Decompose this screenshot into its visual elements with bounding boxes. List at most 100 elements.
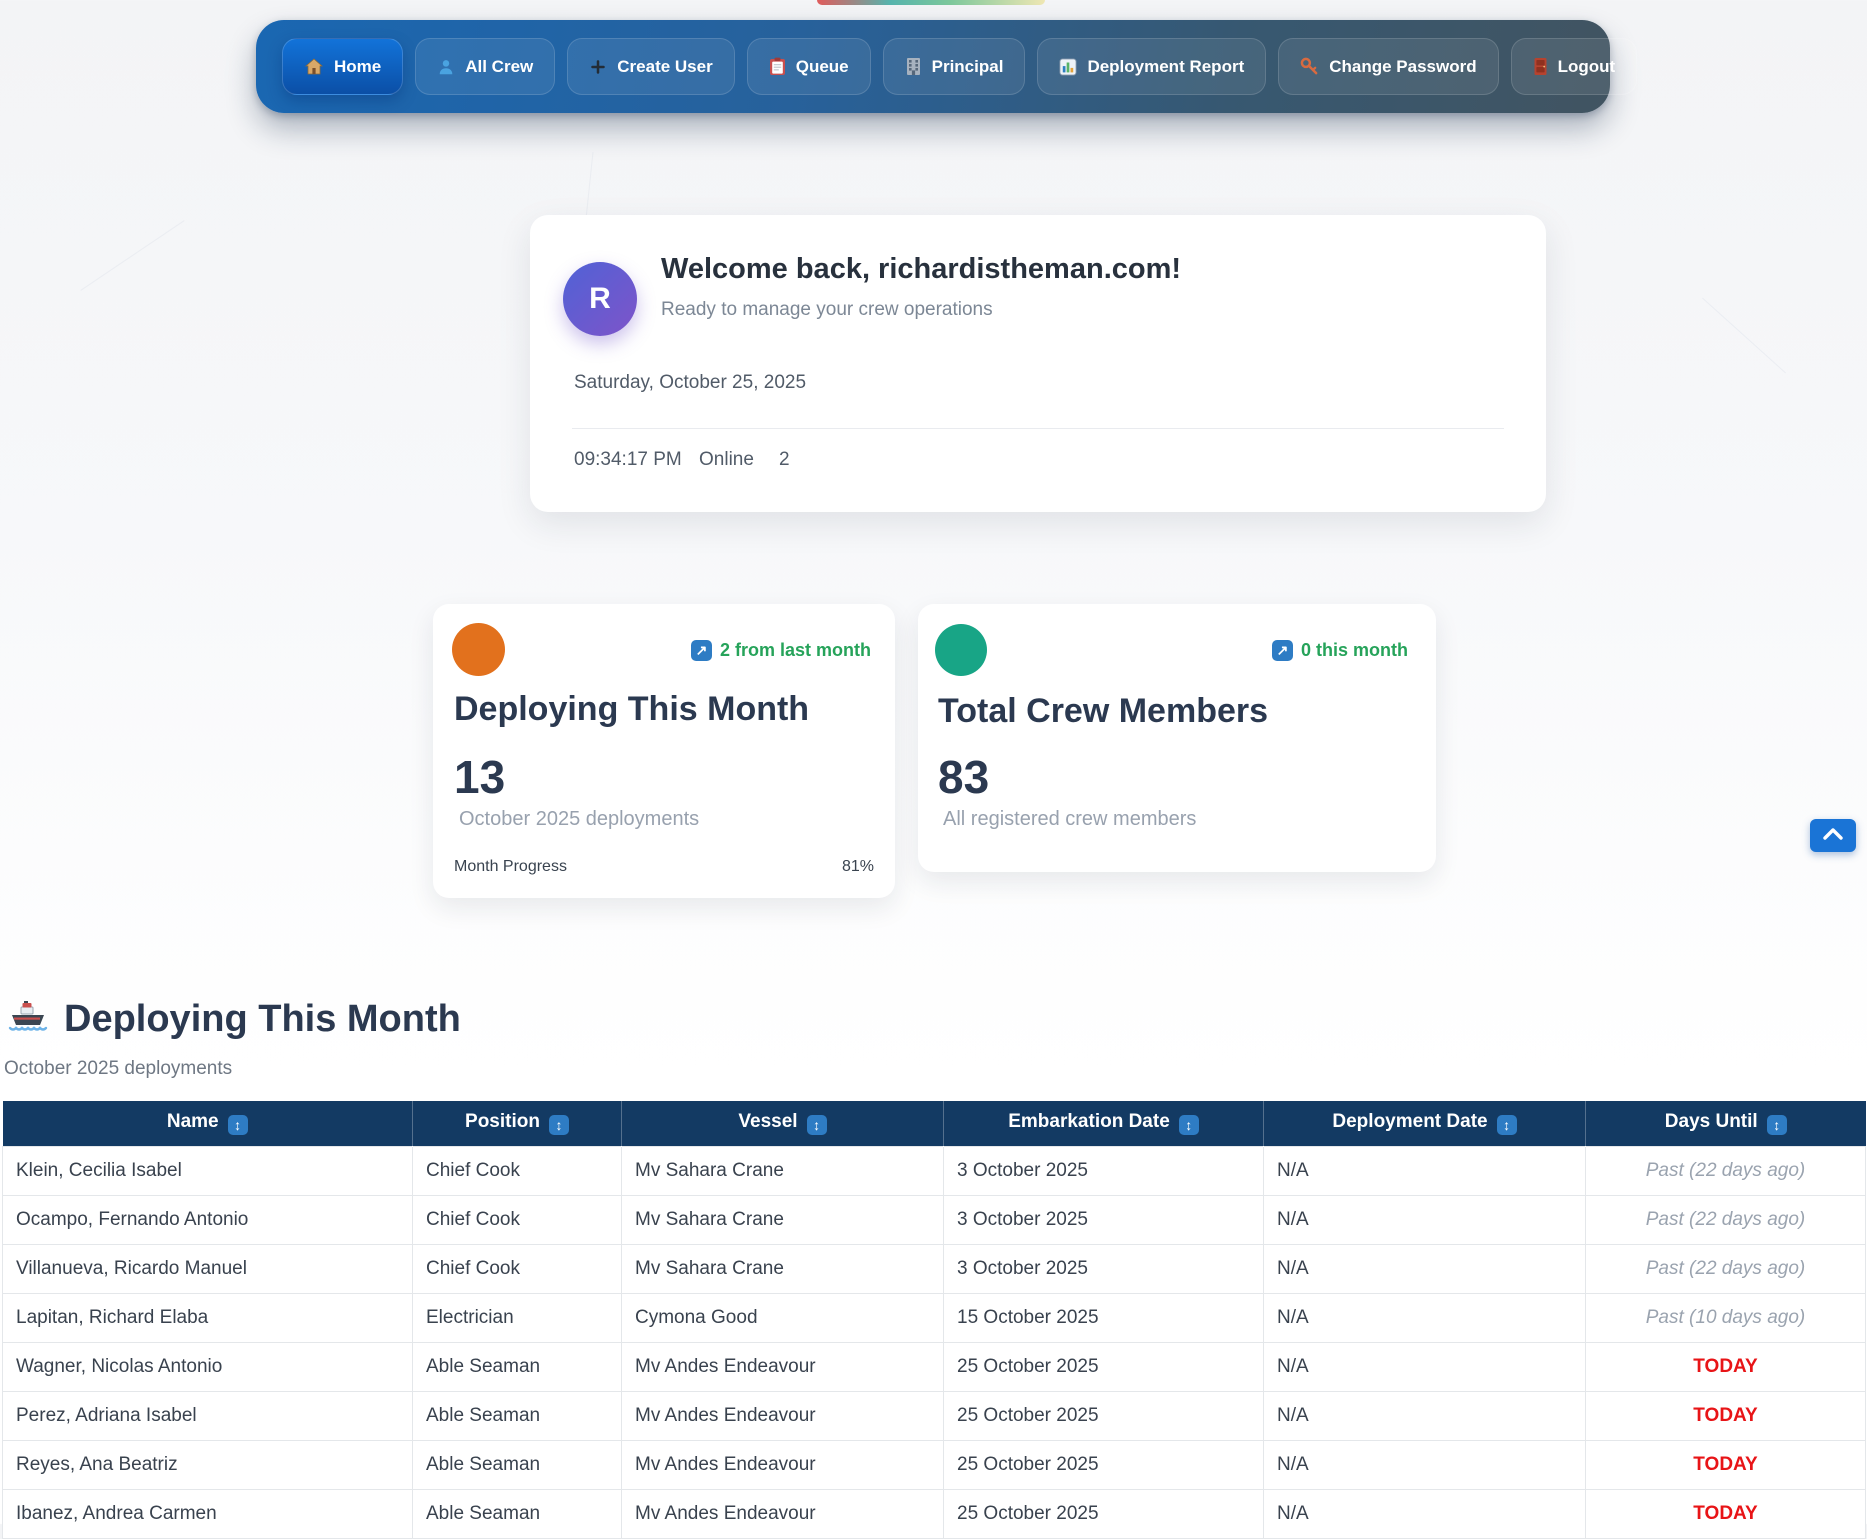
- table-row: Perez, Adriana Isabel Able Seaman Mv Andes…: [2, 1390, 1866, 1441]
- online-status: Online: [699, 449, 754, 470]
- stat-subtitle: October 2025 deployments: [459, 808, 700, 830]
- trend-arrow-icon: ↗: [690, 640, 712, 661]
- stat-card-deploying: ↗ 2 from last month Deploying This Month…: [433, 604, 895, 898]
- cell-vessel: Mv Sahara Crane: [621, 1243, 944, 1294]
- current-time: 09:34:17 PM: [574, 449, 682, 470]
- cell-vessel: Cymona Good: [621, 1292, 944, 1343]
- cell-embarkation-date: 15 October 2025: [943, 1292, 1264, 1343]
- key-icon: [1300, 57, 1319, 76]
- deployments-table: Name ↕ Position ↕ Vessel ↕ Embarkation Date…: [2, 1101, 1866, 1539]
- person-icon: [437, 58, 455, 76]
- online-count: 2: [779, 449, 790, 470]
- nav-item-queue[interactable]: Queue: [746, 38, 871, 95]
- trend-badge: ↗ 0 this month: [1272, 640, 1408, 661]
- nav-item-principal[interactable]: Principal: [882, 38, 1026, 95]
- cell-name: Ocampo, Fernando Antonio: [2, 1194, 413, 1245]
- cell-position: Chief Cook: [412, 1243, 622, 1294]
- column-header-vessel[interactable]: Vessel ↕: [621, 1101, 944, 1146]
- cell-vessel: Mv Andes Endeavour: [621, 1390, 944, 1441]
- decorative-line: [1702, 297, 1786, 374]
- clipboard-icon: [769, 57, 786, 76]
- sort-icon[interactable]: ↕: [1766, 1115, 1787, 1136]
- cell-position: Chief Cook: [412, 1194, 622, 1245]
- table-row: Wagner, Nicolas Antonio Able Seaman Mv And…: [2, 1341, 1866, 1392]
- cell-deployment-date: N/A: [1263, 1194, 1586, 1245]
- cell-name: Ibanez, Andrea Carmen: [2, 1488, 413, 1539]
- nav-item-home[interactable]: Home: [282, 38, 404, 95]
- nav-item-label: All Crew: [465, 56, 534, 76]
- sort-icon[interactable]: ↕: [548, 1115, 569, 1136]
- cell-embarkation-date: 25 October 2025: [943, 1439, 1264, 1490]
- welcome-subtitle: Ready to manage your crew operations: [661, 299, 993, 320]
- cell-embarkation-date: 25 October 2025: [943, 1341, 1264, 1392]
- cell-deployment-date: N/A: [1263, 1145, 1586, 1196]
- sort-icon[interactable]: ↕: [806, 1115, 827, 1136]
- nav-item-label: Create User: [617, 56, 713, 76]
- cell-embarkation-date: 25 October 2025: [943, 1390, 1264, 1441]
- cell-deployment-date: N/A: [1263, 1243, 1586, 1294]
- cell-vessel: Mv Andes Endeavour: [621, 1488, 944, 1539]
- divider: [572, 428, 1504, 429]
- cell-name: Reyes, Ana Beatriz: [2, 1439, 413, 1490]
- table-row: Villanueva, Ricardo Manuel Chief Cook Mv S…: [2, 1243, 1866, 1294]
- nav-item-label: Principal: [931, 56, 1004, 76]
- table-row: Klein, Cecilia Isabel Chief Cook Mv Sahara…: [2, 1145, 1866, 1196]
- nav-item-create-user[interactable]: Create User: [567, 38, 735, 95]
- decorative-line: [80, 220, 185, 291]
- cell-name: Wagner, Nicolas Antonio: [2, 1341, 413, 1392]
- table-row: Lapitan, Richard Elaba Electrician Cymona …: [2, 1292, 1866, 1343]
- column-header-embarkation-date[interactable]: Embarkation Date ↕: [943, 1101, 1264, 1146]
- cell-position: Able Seaman: [412, 1439, 622, 1490]
- cell-position: Able Seaman: [412, 1390, 622, 1441]
- nav-item-label: Deployment Report: [1087, 56, 1245, 76]
- trend-text: 0 this month: [1301, 640, 1408, 660]
- sort-icon[interactable]: ↕: [1178, 1115, 1199, 1136]
- cell-deployment-date: N/A: [1263, 1390, 1586, 1441]
- welcome-card: R Welcome back, richardistheman.com! Rea…: [530, 215, 1546, 512]
- table-body: Klein, Cecilia Isabel Chief Cook Mv Sahara…: [2, 1145, 1866, 1539]
- main-navbar: Home All Crew Create User Queue Principa…: [256, 20, 1638, 113]
- chevron-up-icon: [1823, 828, 1843, 843]
- cell-days-until: Past (22 days ago): [1585, 1145, 1866, 1196]
- cell-name: Villanueva, Ricardo Manuel: [2, 1243, 413, 1294]
- section-subtitle: October 2025 deployments: [4, 1058, 233, 1079]
- door-icon: [1533, 57, 1548, 76]
- cell-days-until: Past (22 days ago): [1585, 1194, 1866, 1245]
- trend-arrow-icon: ↗: [1272, 640, 1293, 661]
- cell-position: Electrician: [412, 1292, 622, 1343]
- column-header-name[interactable]: Name ↕: [2, 1101, 413, 1146]
- nav-item-deployment-report[interactable]: Deployment Report: [1037, 38, 1267, 95]
- nav-item-all-crew[interactable]: All Crew: [415, 38, 556, 95]
- trend-badge: ↗ 2 from last month: [690, 640, 871, 661]
- column-header-deployment-date[interactable]: Deployment Date ↕: [1263, 1101, 1586, 1146]
- cell-vessel: Mv Sahara Crane: [621, 1145, 944, 1196]
- nav-item-change-password[interactable]: Change Password: [1278, 38, 1499, 95]
- nav-item-label: Queue: [795, 56, 849, 76]
- home-icon: [304, 57, 324, 77]
- scroll-to-top-button[interactable]: [1810, 819, 1856, 852]
- stat-title: Total Crew Members: [938, 692, 1269, 730]
- month-progress-label: Month Progress: [454, 858, 567, 875]
- cell-days-until: TODAY: [1585, 1439, 1866, 1490]
- deployments-section-header: Deploying This Month: [8, 998, 461, 1041]
- nav-item-logout[interactable]: Logout: [1510, 38, 1638, 95]
- stat-card-total-crew: ↗ 0 this month Total Crew Members 83 All…: [918, 604, 1436, 872]
- table-header-row: Name ↕ Position ↕ Vessel ↕ Embarkation Date…: [2, 1101, 1866, 1146]
- sort-icon[interactable]: ↕: [227, 1115, 248, 1136]
- trend-text: 2 from last month: [719, 640, 871, 660]
- cell-deployment-date: N/A: [1263, 1341, 1586, 1392]
- column-header-position[interactable]: Position ↕: [412, 1101, 622, 1146]
- nav-item-label: Home: [334, 56, 382, 76]
- month-progress-row: Month Progress 81%: [454, 858, 874, 876]
- sort-icon[interactable]: ↕: [1496, 1115, 1517, 1136]
- current-date: Saturday, October 25, 2025: [574, 372, 807, 393]
- nav-item-label: Change Password: [1329, 56, 1477, 76]
- avatar: R: [563, 262, 637, 336]
- table-row: Reyes, Ana Beatriz Able Seaman Mv Andes En…: [2, 1439, 1866, 1490]
- column-header-days-until[interactable]: Days Until ↕: [1585, 1101, 1866, 1146]
- crew-icon: [935, 624, 987, 676]
- cell-days-until: TODAY: [1585, 1341, 1866, 1392]
- avatar-letter: R: [589, 282, 611, 315]
- cell-days-until: TODAY: [1585, 1390, 1866, 1441]
